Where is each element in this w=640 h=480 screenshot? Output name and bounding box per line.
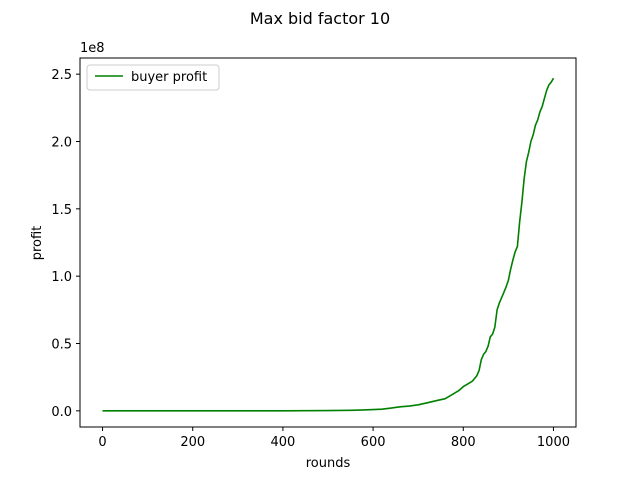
x-tick-label: 800 [451, 435, 476, 450]
chart-title: Max bid factor 10 [250, 9, 390, 28]
x-tick-label: 200 [180, 435, 205, 450]
x-tick-label: 400 [270, 435, 295, 450]
legend-label-buyer-profit: buyer profit [131, 70, 207, 85]
y-tick-label: 0.5 [51, 338, 72, 353]
x-axis: 0 200 400 600 800 1000 [98, 427, 570, 450]
axes-frame [79, 57, 577, 428]
series-line-buyer-profit [102, 77, 555, 412]
y-tick-label: 0.0 [51, 405, 72, 420]
y-axis-label: profit [30, 226, 45, 261]
y-tick-label: 2.5 [51, 68, 72, 83]
legend: buyer profit [86, 64, 220, 91]
y-tick-label: 1.5 [51, 203, 72, 218]
y-tick-label: 2.0 [51, 135, 72, 150]
x-tick-label: 0 [98, 435, 106, 450]
x-tick-label: 600 [361, 435, 386, 450]
x-tick-label: 1000 [537, 435, 570, 450]
plot-area [102, 77, 555, 412]
y-tick-label: 1.0 [51, 270, 72, 285]
y-axis: 0.0 0.5 1.0 1.5 2.0 2.5 [51, 68, 80, 420]
x-axis-label: rounds [306, 456, 351, 471]
y-offset-label: 1e8 [80, 41, 105, 56]
legend-box [86, 64, 220, 91]
